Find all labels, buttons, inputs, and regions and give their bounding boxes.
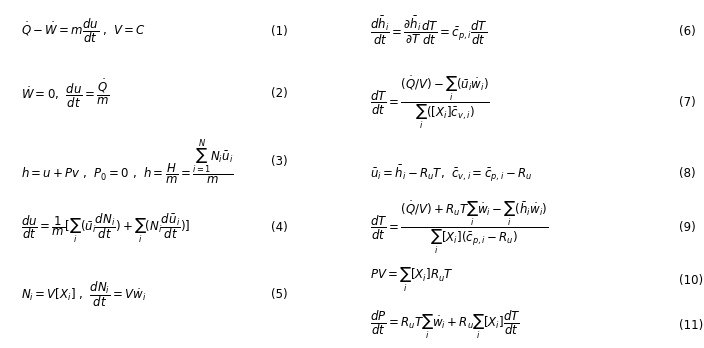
Text: (7): (7) <box>679 96 696 109</box>
Text: $\dfrac{dP}{dt}=R_uT\sum_{i}\dot{w}_i+R_u\sum_{i}[X_i]\dfrac{dT}{dt}$: $\dfrac{dP}{dt}=R_uT\sum_{i}\dot{w}_i+R_… <box>370 309 520 341</box>
Text: (4): (4) <box>271 221 288 235</box>
Text: $\dfrac{d\bar{h}_i}{dt}=\dfrac{\partial\bar{h}_i}{\partial T}\dfrac{dT}{dt}=\bar: $\dfrac{d\bar{h}_i}{dt}=\dfrac{\partial\… <box>370 15 487 47</box>
Text: $N_i=V[X_i]$ ,  $\dfrac{dN_i}{dt}=V\dot{w}_i$: $N_i=V[X_i]$ , $\dfrac{dN_i}{dt}=V\dot{w… <box>21 279 146 309</box>
Text: $PV=\sum_{i}[X_i]R_uT$: $PV=\sum_{i}[X_i]R_uT$ <box>370 266 453 294</box>
Text: (2): (2) <box>271 87 288 101</box>
Text: (10): (10) <box>679 274 703 287</box>
Text: (1): (1) <box>271 25 288 38</box>
Text: $\bar{u}_i=\bar{h}_i-R_uT$,  $\bar{c}_{v,i}=\bar{c}_{p,i}-R_u$: $\bar{u}_i=\bar{h}_i-R_uT$, $\bar{c}_{v,… <box>370 164 532 184</box>
Text: (9): (9) <box>679 221 696 235</box>
Text: (11): (11) <box>679 319 703 332</box>
Text: (6): (6) <box>679 25 696 38</box>
Text: $\dfrac{dT}{dt}=\dfrac{(\dot{Q}/V)-\sum_{i}(\bar{u}_i\dot{w}_i)}{\sum_{i}([X_i]\: $\dfrac{dT}{dt}=\dfrac{(\dot{Q}/V)-\sum_… <box>370 74 489 131</box>
Text: $h=u+Pv$ ,  $P_0=0$ ,  $h=\dfrac{H}{m}=\dfrac{\sum_{i=1}^{N}N_i\bar{u}_i}{m}$: $h=u+Pv$ , $P_0=0$ , $h=\dfrac{H}{m}=\df… <box>21 137 234 186</box>
Text: (3): (3) <box>271 155 288 168</box>
Text: (5): (5) <box>271 287 288 301</box>
Text: $\dfrac{du}{dt}=\dfrac{1}{m}[\sum_{i}(\bar{u}_i\dfrac{dN_i}{dt})+\sum_{i}(N_i\df: $\dfrac{du}{dt}=\dfrac{1}{m}[\sum_{i}(\b… <box>21 211 190 245</box>
Text: $\dfrac{dT}{dt}=\dfrac{(\dot{Q}/V)+R_uT\sum_{i}\dot{w}_i-\sum_{i}(\bar{h}_i\dot{: $\dfrac{dT}{dt}=\dfrac{(\dot{Q}/V)+R_uT\… <box>370 200 548 256</box>
Text: (8): (8) <box>679 167 696 181</box>
Text: $\dot{Q}-\dot{W}=m\dfrac{du}{dt}$ ,  $V=C$: $\dot{Q}-\dot{W}=m\dfrac{du}{dt}$ , $V=C… <box>21 17 146 45</box>
Text: $\dot{W}=0$,  $\dfrac{du}{dt}=\dfrac{\dot{Q}}{m}$: $\dot{W}=0$, $\dfrac{du}{dt}=\dfrac{\dot… <box>21 78 110 110</box>
